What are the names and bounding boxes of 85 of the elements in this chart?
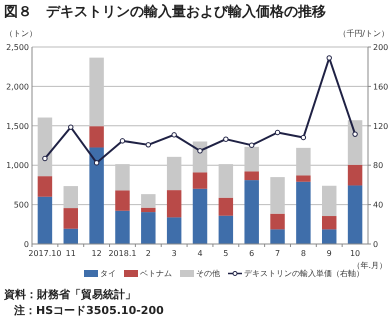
chart-title: 図８ デキストリンの輸入量および輸入価格の推移: [4, 4, 326, 20]
bar: [166, 217, 182, 244]
x-tick-label: 2: [146, 249, 151, 258]
bar: [348, 120, 362, 165]
point: [300, 134, 306, 140]
point: [42, 156, 48, 162]
legend-label: その他: [196, 269, 220, 278]
bar: [322, 216, 336, 230]
y2-tick-label: 80: [373, 161, 384, 170]
bar: [296, 182, 311, 244]
bar: [38, 196, 52, 244]
bar: [141, 212, 156, 244]
bar: [89, 126, 104, 148]
bar: [192, 172, 208, 189]
legend-label: タイ: [100, 269, 116, 278]
x-tick-label: 2017.10: [28, 249, 62, 258]
y2-tick-label: 200: [373, 43, 388, 52]
bar: [166, 156, 182, 190]
x-tick-label: 2018.1: [108, 249, 136, 258]
bar: [64, 186, 78, 208]
point: [223, 136, 229, 142]
bar: [218, 164, 234, 198]
y-tick-label: 500: [14, 200, 29, 210]
y2-tick-label: 0: [373, 240, 378, 249]
x-tick-label: 3: [172, 249, 177, 258]
bar: [141, 208, 156, 212]
legend-label: ベトナム: [140, 269, 172, 278]
legend-label: デキストリンの輸入単価（右軸）: [244, 269, 364, 278]
x-tick-label: 8: [300, 249, 306, 258]
x-tick-label: 9: [326, 249, 332, 258]
bar: [270, 214, 285, 230]
x-tick-label: 10: [350, 249, 360, 258]
bar: [296, 148, 311, 176]
bar: [64, 208, 78, 229]
y2-tick-label: 120: [373, 122, 388, 131]
bar: [296, 175, 311, 182]
bar: [141, 194, 156, 208]
bar: [218, 198, 234, 216]
point: [352, 131, 358, 137]
point: [197, 148, 203, 154]
bar: [270, 177, 285, 214]
bar: [244, 146, 259, 172]
bar: [218, 216, 234, 244]
x-tick-label: 6: [249, 249, 254, 258]
bar: [244, 180, 259, 244]
x-axis-title: （年.月）: [352, 261, 387, 270]
x-tick-label: 4: [197, 249, 203, 258]
bar: [115, 210, 130, 244]
bar: [270, 229, 285, 244]
bar: [348, 185, 362, 244]
bar: [115, 190, 130, 211]
y-tick-label: 0: [24, 240, 29, 249]
point: [120, 138, 126, 144]
text: 注：HSコード3505.10-200: [13, 304, 164, 317]
point: [146, 142, 152, 148]
bar: [38, 176, 52, 197]
y-tick-label: 2,500: [6, 43, 29, 52]
bar: [322, 186, 336, 216]
bar: [38, 118, 52, 176]
x-tick-label: 11: [66, 249, 76, 258]
point: [94, 160, 100, 166]
bar: [64, 228, 78, 244]
y-tick-label: 2,000: [6, 82, 29, 92]
bar: [348, 164, 362, 186]
bar: [89, 147, 104, 244]
bar: [115, 164, 130, 190]
text: 資料：財務省「貿易統計」: [3, 288, 136, 301]
bar: [89, 58, 104, 126]
x-tick-label: 5: [223, 249, 228, 258]
bar: [322, 229, 336, 244]
y2-axis-title: （千円/トン）: [338, 29, 389, 38]
y-tick-label: 1,000: [6, 161, 29, 170]
y-tick-label: 1,500: [6, 122, 29, 131]
point: [248, 142, 254, 148]
point: [274, 130, 280, 136]
bar: [192, 188, 208, 244]
bar: [244, 171, 259, 180]
x-tick-label: 12: [92, 249, 102, 258]
y-axis-title: （トン）: [5, 29, 37, 38]
y2-tick-label: 160: [373, 82, 388, 92]
y2-tick-label: 40: [373, 200, 384, 210]
point: [171, 132, 177, 138]
bar: [166, 190, 182, 218]
x-tick-label: 7: [274, 249, 280, 258]
point: [68, 124, 74, 130]
